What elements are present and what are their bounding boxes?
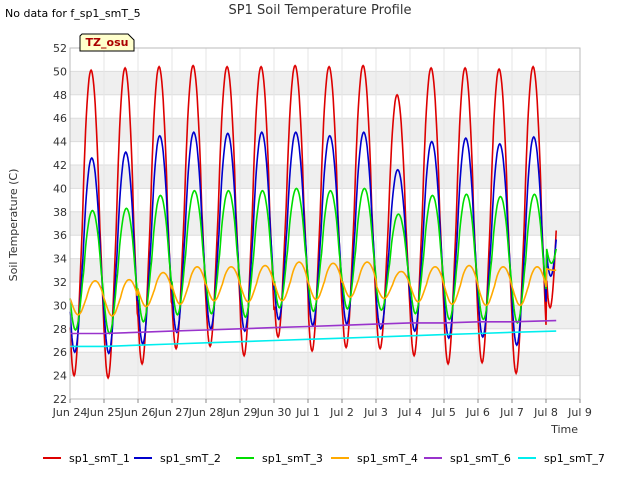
grid-band (70, 352, 580, 376)
plot-bands (70, 71, 580, 376)
y-tick-label: 22 (53, 393, 67, 406)
legend-item-sp1_smT_1: sp1_smT_1 (43, 452, 130, 470)
y-tick-label: 32 (53, 276, 67, 289)
legend-item-sp1_smT_7: sp1_smT_7 (518, 452, 605, 470)
y-tick-label: 40 (53, 182, 67, 195)
y-tick-label: 52 (53, 42, 67, 55)
legend-swatch (331, 457, 349, 459)
y-tick-label: 36 (53, 229, 67, 242)
x-tick-label: Jul 5 (431, 406, 456, 419)
x-tick-label: Jun 25 (86, 406, 122, 419)
y-axis-label: Soil Temperature (C) (7, 169, 20, 282)
no-data-note: No data for f_sp1_smT_5 (5, 7, 141, 20)
legend-label: sp1_smT_4 (357, 452, 418, 465)
legend-label: sp1_smT_2 (160, 452, 221, 465)
legend-swatch (518, 457, 536, 459)
series-line-sp1_smT_3 (69, 187, 557, 335)
x-tick-label: Jun 24 (52, 406, 88, 419)
chart-title: SP1 Soil Temperature Profile (228, 3, 412, 18)
plot-series (69, 64, 557, 380)
y-tick-label: 26 (53, 346, 67, 359)
x-tick-label: Jun 26 (120, 406, 156, 419)
x-tick-label: Jul 8 (533, 406, 558, 419)
x-axis-ticks: Jun 24 Jun 25 Jun 26 Jun 27 Jun 28 Jun 29 Jun … (52, 399, 592, 419)
series-line-sp1_smT_6 (70, 319, 557, 335)
x-tick-label: Jul 7 (499, 406, 524, 419)
legend-label: sp1_smT_1 (69, 452, 130, 465)
legend-item-sp1_smT_6: sp1_smT_6 (424, 452, 511, 470)
y-tick-label: 34 (53, 253, 67, 266)
y-tick-label: 46 (53, 112, 67, 125)
y-tick-label: 38 (53, 206, 67, 219)
badge-shape (79, 33, 135, 52)
legend-label: sp1_smT_3 (262, 452, 323, 465)
y-tick-label: 48 (53, 89, 67, 102)
legend: sp1_smT_1 sp1_smT_2 sp1_smT_3 sp1_smT_4 sp1_… (0, 452, 640, 470)
x-tick-label: Jun 29 (222, 406, 258, 419)
badge-text: TZ_osu (86, 36, 129, 49)
legend-swatch (236, 457, 254, 459)
y-tick-label: 42 (53, 159, 67, 172)
series-line-sp1_smT_4 (69, 261, 557, 317)
legend-label: sp1_smT_6 (450, 452, 511, 465)
x-tick-label: Jul 9 (567, 406, 592, 419)
y-tick-label: 44 (53, 136, 67, 149)
plot-frame (69, 47, 581, 400)
y-tick-label: 50 (53, 65, 67, 78)
x-tick-label: Jun 28 (188, 406, 224, 419)
grid-band (70, 258, 580, 282)
grid-band (70, 118, 580, 142)
grid-band (70, 165, 580, 189)
y-tick-label: 24 (53, 370, 67, 383)
x-tick-label: Jul 1 (295, 406, 320, 419)
legend-item-sp1_smT_4: sp1_smT_4 (331, 452, 418, 470)
y-tick-label: 30 (53, 299, 67, 312)
series-line-sp1_smT_7 (70, 330, 557, 348)
x-axis-label: Time (550, 423, 578, 436)
x-tick-label: Jul 4 (397, 406, 422, 419)
legend-swatch (43, 457, 61, 459)
grid-band (70, 211, 580, 236)
grid-band (70, 71, 580, 95)
legend-item-sp1_smT_3: sp1_smT_3 (236, 452, 323, 470)
legend-item-sp1_smT_2: sp1_smT_2 (134, 452, 221, 470)
x-tick-label: Jul 3 (363, 406, 388, 419)
legend-swatch (134, 457, 152, 459)
x-tick-label: Jul 6 (465, 406, 490, 419)
legend-swatch (424, 457, 442, 459)
x-tick-label: Jun 27 (154, 406, 190, 419)
x-tick-label: Jun 30 (256, 406, 292, 419)
y-tick-label: 28 (53, 323, 67, 336)
site-badge: TZ_osu (79, 33, 135, 52)
y-axis-ticks: 22 24 26 28 30 32 34 36 38 40 42 44 46 48 50 52 (53, 42, 67, 406)
legend-label: sp1_smT_7 (544, 452, 605, 465)
x-tick-label: Jul 2 (329, 406, 354, 419)
